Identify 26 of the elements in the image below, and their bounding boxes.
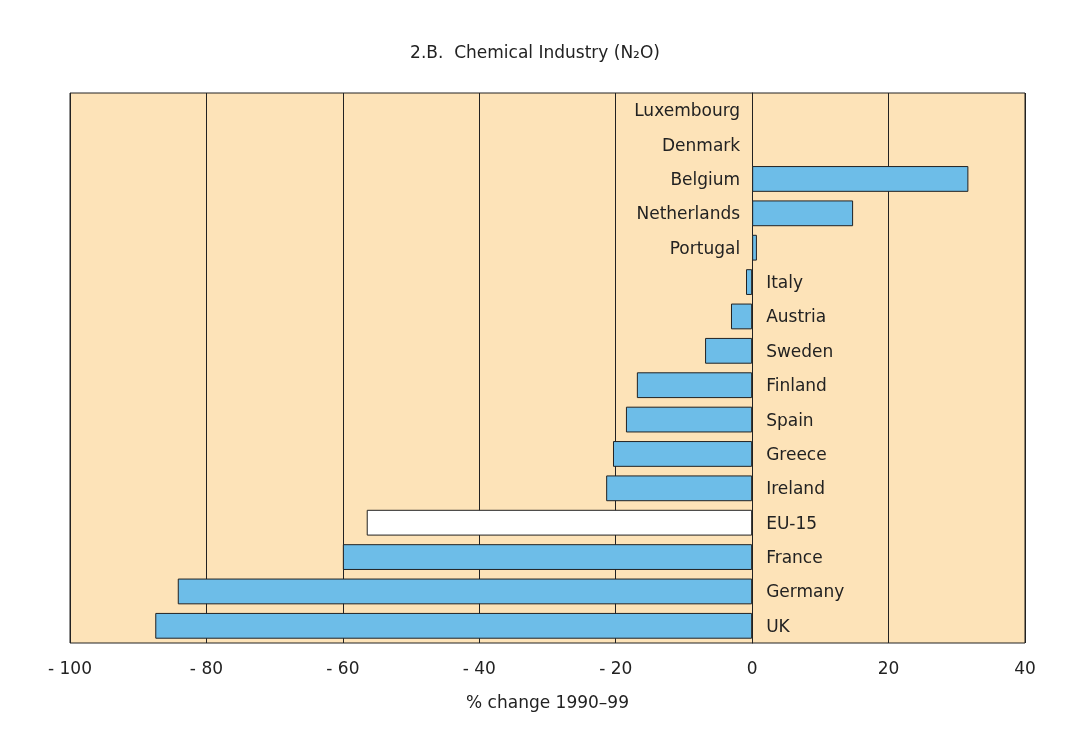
- y-tick-label: Finland: [766, 375, 827, 396]
- x-tick-label: - 80: [189, 657, 224, 678]
- y-tick-label: UK: [766, 615, 791, 636]
- x-tick-label: 20: [877, 657, 900, 678]
- x-tick-label: 40: [1014, 657, 1036, 678]
- y-tick-label: Greece: [766, 443, 827, 464]
- chart-title: 2.B. Chemical Industry (N₂O): [410, 41, 660, 62]
- y-tick-label: Belgium: [670, 168, 741, 189]
- x-tick-label: - 60: [326, 657, 360, 678]
- x-tick-label: - 20: [599, 657, 633, 678]
- y-tick-label: Luxembourg: [634, 100, 741, 121]
- y-tick-label: Netherlands: [636, 203, 741, 224]
- y-tick-label: Denmark: [662, 134, 741, 155]
- y-tick-label: Spain: [766, 409, 814, 430]
- y-tick-label: Austria: [766, 306, 827, 327]
- y-tick-label: EU-15: [766, 512, 818, 533]
- y-tick-label: Germany: [766, 581, 845, 602]
- x-tick-label: 0: [746, 657, 758, 678]
- x-tick-label: - 100: [48, 657, 92, 678]
- y-tick-label: Portugal: [669, 237, 741, 258]
- x-tick-label: - 40: [462, 657, 496, 678]
- y-tick-label: Italy: [766, 272, 804, 293]
- y-tick-label: Ireland: [766, 478, 825, 499]
- y-tick-label: France: [766, 547, 823, 568]
- x-axis-title: % change 1990–99: [466, 691, 629, 712]
- y-tick-label: Sweden: [766, 340, 834, 361]
